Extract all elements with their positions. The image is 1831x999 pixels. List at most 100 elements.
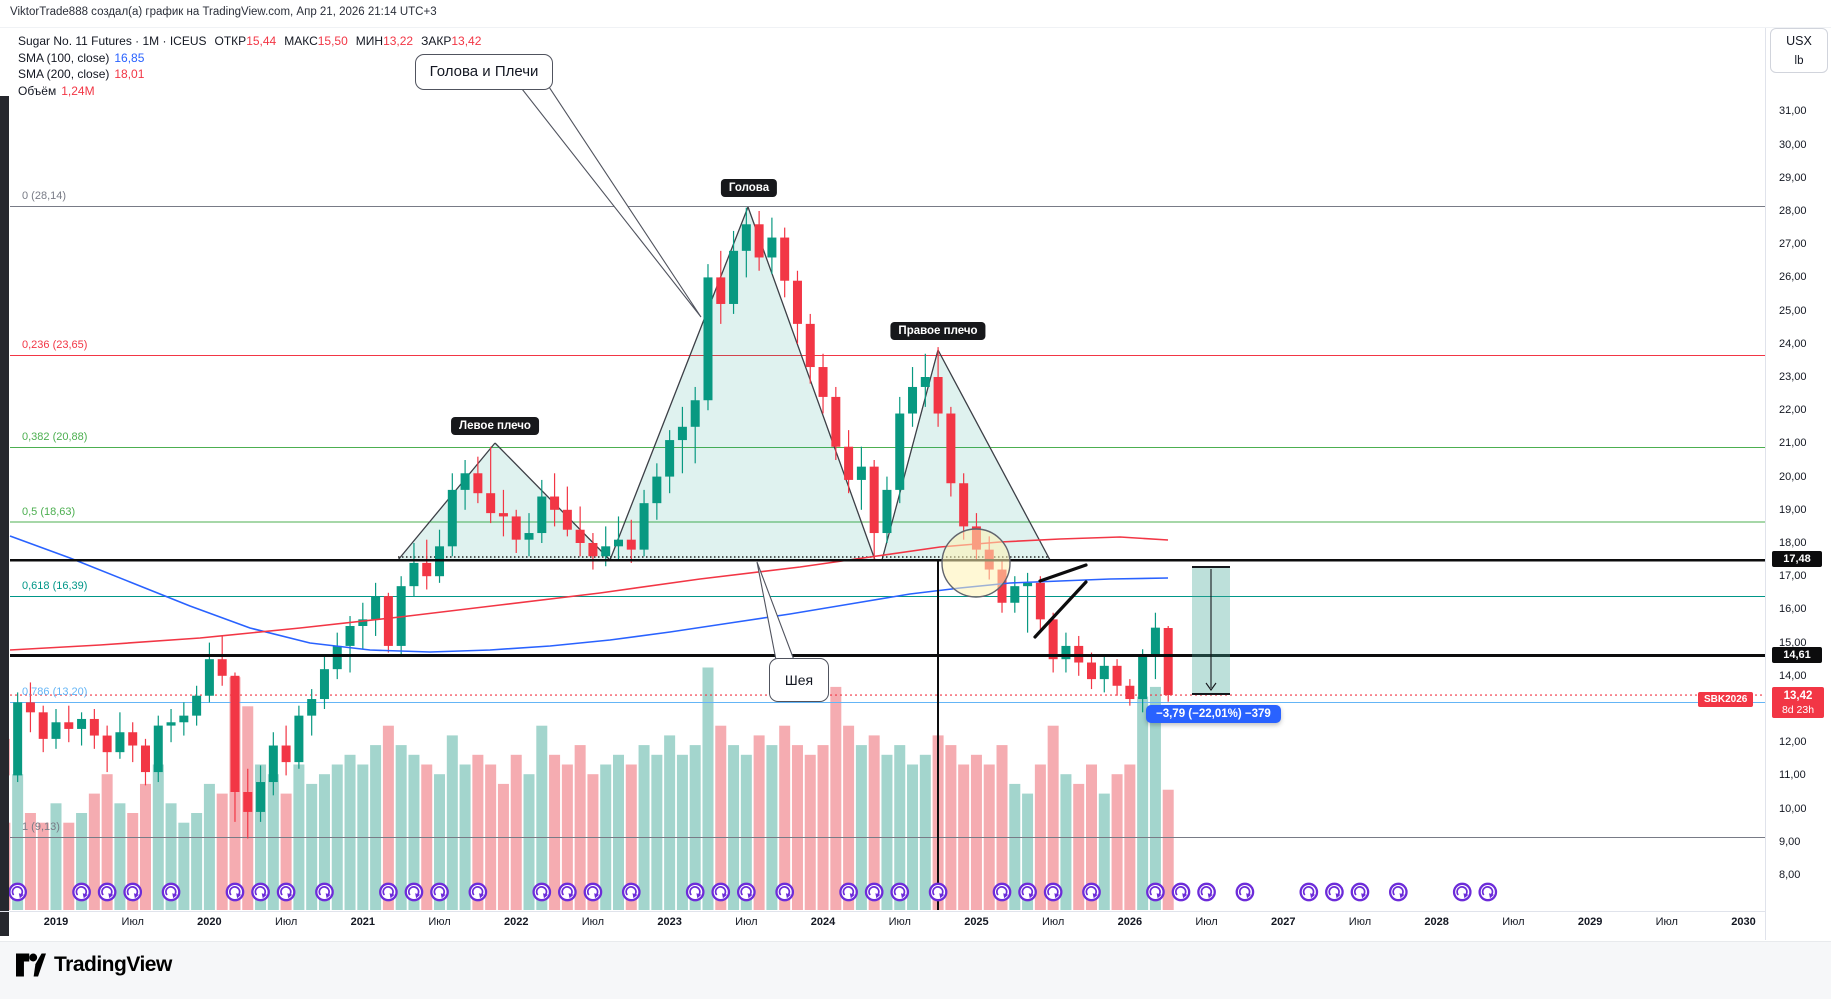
contract-rollover-icon[interactable]: [468, 882, 488, 902]
contract-rollover-icon[interactable]: [430, 882, 449, 902]
time-tick-jul[interactable]: Июл: [274, 916, 298, 928]
pattern-triangle-fill-2[interactable]: [882, 350, 1050, 560]
contract-rollover-icon[interactable]: [621, 882, 641, 902]
pattern-label[interactable]: Левое плечо: [451, 417, 539, 435]
contract-rollover-icon[interactable]: [1082, 882, 1101, 902]
contract-rollover-icon[interactable]: [1452, 882, 1472, 902]
contract-rollover-icon[interactable]: [558, 882, 577, 902]
time-tick-jul[interactable]: Июл: [1655, 916, 1678, 928]
time-tick-jul[interactable]: Июл: [1195, 916, 1218, 928]
contract-rollover-icon[interactable]: [1043, 882, 1063, 902]
price-tick-27[interactable]: 27,00: [1779, 238, 1807, 251]
contract-rollover-icon[interactable]: [839, 882, 858, 902]
mini-trendline[interactable]: [1033, 580, 1088, 639]
symbol-title[interactable]: Sugar No. 11 Futures · 1M · ICEUS: [18, 34, 207, 48]
neckline-price-badge[interactable]: 17,48: [1772, 551, 1822, 568]
time-tick-2022[interactable]: 2022: [503, 916, 529, 928]
price-tick-30[interactable]: 30,00: [1779, 138, 1807, 151]
contract-rollover-icon[interactable]: [72, 882, 91, 902]
contract-rollover-icon[interactable]: [1478, 882, 1498, 902]
time-tick-jul[interactable]: Июл: [581, 916, 605, 928]
contract-rollover-icon[interactable]: [225, 882, 245, 902]
contract-rollover-icon[interactable]: [1325, 882, 1344, 902]
contract-rollover-icon[interactable]: [1018, 882, 1037, 902]
price-tick-23[interactable]: 23,00: [1779, 371, 1807, 383]
time-tick-jul[interactable]: Июл: [735, 916, 758, 928]
time-tick-2029[interactable]: 2029: [1577, 916, 1603, 928]
time-tick-2019[interactable]: 2019: [43, 916, 69, 928]
contract-rollover-icon[interactable]: [1388, 882, 1408, 902]
callout-neckline[interactable]: Шея: [769, 658, 829, 702]
price-tick-22[interactable]: 22,00: [1779, 404, 1807, 417]
contract-rollover-icon[interactable]: [532, 882, 552, 902]
time-tick-2023[interactable]: 2023: [657, 916, 682, 928]
contract-rollover-icon[interactable]: [583, 882, 603, 902]
time-tick-jul[interactable]: Июл: [1348, 916, 1372, 928]
breakdown-ellipse[interactable]: [941, 528, 1011, 598]
price-tick-9[interactable]: 9,00: [1779, 835, 1801, 848]
contract-rollover-icon[interactable]: [928, 882, 948, 902]
time-tick-2021[interactable]: 2021: [350, 916, 376, 928]
time-tick-2028[interactable]: 2028: [1424, 916, 1449, 928]
contract-rollover-icon[interactable]: [992, 882, 1012, 902]
time-tick-2030[interactable]: 2030: [1731, 916, 1756, 928]
price-tick-21[interactable]: 21,00: [1779, 437, 1807, 450]
contract-rollover-icon[interactable]: [864, 882, 884, 902]
price-tick-28[interactable]: 28,00: [1779, 205, 1807, 217]
time-tick-jul[interactable]: Июл: [1041, 916, 1065, 928]
time-tick-2024[interactable]: 2024: [810, 916, 836, 928]
price-tick-11[interactable]: 11,00: [1779, 769, 1806, 782]
time-tick-2025[interactable]: 2025: [964, 916, 989, 928]
price-tick-15[interactable]: 15,00: [1779, 636, 1807, 649]
price-tick-19[interactable]: 19,00: [1779, 503, 1807, 516]
contract-rollover-icon[interactable]: [8, 882, 27, 902]
contract-rollover-icon[interactable]: [276, 882, 296, 902]
target-price-badge[interactable]: 14,61: [1772, 646, 1822, 663]
contract-rollover-icon[interactable]: [1146, 882, 1165, 902]
contract-rollover-icon[interactable]: [1235, 882, 1255, 902]
time-tick-jul[interactable]: Июл: [1502, 916, 1525, 928]
mini-trendline[interactable]: [1038, 563, 1088, 583]
pattern-label[interactable]: Голова: [720, 179, 778, 197]
contract-rollover-icon[interactable]: [1171, 882, 1191, 902]
contract-rollover-icon[interactable]: [379, 882, 398, 902]
tradingview-logo[interactable]: TradingView: [16, 952, 172, 978]
contract-rollover-icon[interactable]: [251, 882, 270, 902]
contract-rollover-icon[interactable]: [161, 882, 181, 902]
contract-rollover-icon[interactable]: [685, 882, 705, 902]
price-tick-25[interactable]: 25,00: [1779, 304, 1807, 317]
contract-rollover-icon[interactable]: [315, 882, 334, 902]
chart-plot-area[interactable]: [0, 205, 1765, 910]
sma200-line[interactable]: [9, 536, 1169, 651]
price-tick-8[interactable]: 8,00: [1779, 869, 1801, 881]
price-tick-14[interactable]: 14,00: [1779, 669, 1807, 682]
price-tick-16[interactable]: 16,00: [1779, 603, 1807, 616]
indicator-row[interactable]: Объём 1,24M: [18, 83, 481, 100]
price-tick-24[interactable]: 24,00: [1779, 337, 1807, 350]
price-tick-20[interactable]: 20,00: [1779, 470, 1807, 483]
time-tick-2026[interactable]: 2026: [1117, 916, 1143, 928]
contract-rollover-icon[interactable]: [890, 882, 910, 902]
price-tick-29[interactable]: 29,00: [1779, 171, 1807, 184]
price-tick-26[interactable]: 26,00: [1779, 271, 1807, 284]
callout-head-and-shoulders[interactable]: Голова и Плечи: [415, 54, 553, 90]
time-tick-2020[interactable]: 2020: [197, 916, 222, 928]
indicator-row[interactable]: SMA (200, close) 18,01: [18, 66, 481, 83]
price-tick-17[interactable]: 17,00: [1779, 570, 1807, 583]
price-tick-31[interactable]: 31,00: [1779, 105, 1807, 118]
last-price-badge[interactable]: 13,42 8d 23h: [1772, 687, 1824, 719]
contract-rollover-icon[interactable]: [123, 882, 143, 902]
pattern-label[interactable]: Правое плечо: [890, 322, 986, 340]
contract-rollover-icon[interactable]: [1299, 882, 1319, 902]
pattern-triangle-fill-1[interactable]: [610, 207, 875, 560]
price-tick-10[interactable]: 10,00: [1779, 802, 1807, 815]
price-tick-12[interactable]: 12,00: [1779, 736, 1807, 749]
contract-rollover-icon[interactable]: [404, 882, 424, 902]
time-tick-2027[interactable]: 2027: [1271, 916, 1296, 928]
contract-rollover-icon[interactable]: [736, 882, 756, 902]
contract-rollover-icon[interactable]: [711, 882, 731, 902]
contract-rollover-icon[interactable]: [1350, 882, 1370, 902]
symbol-row[interactable]: Sugar No. 11 Futures · 1M · ICEUS ОТКР15,…: [18, 33, 481, 50]
contract-rollover-icon[interactable]: [97, 882, 117, 902]
